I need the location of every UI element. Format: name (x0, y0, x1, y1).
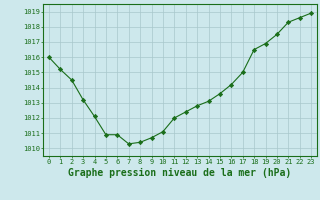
X-axis label: Graphe pression niveau de la mer (hPa): Graphe pression niveau de la mer (hPa) (68, 168, 292, 178)
